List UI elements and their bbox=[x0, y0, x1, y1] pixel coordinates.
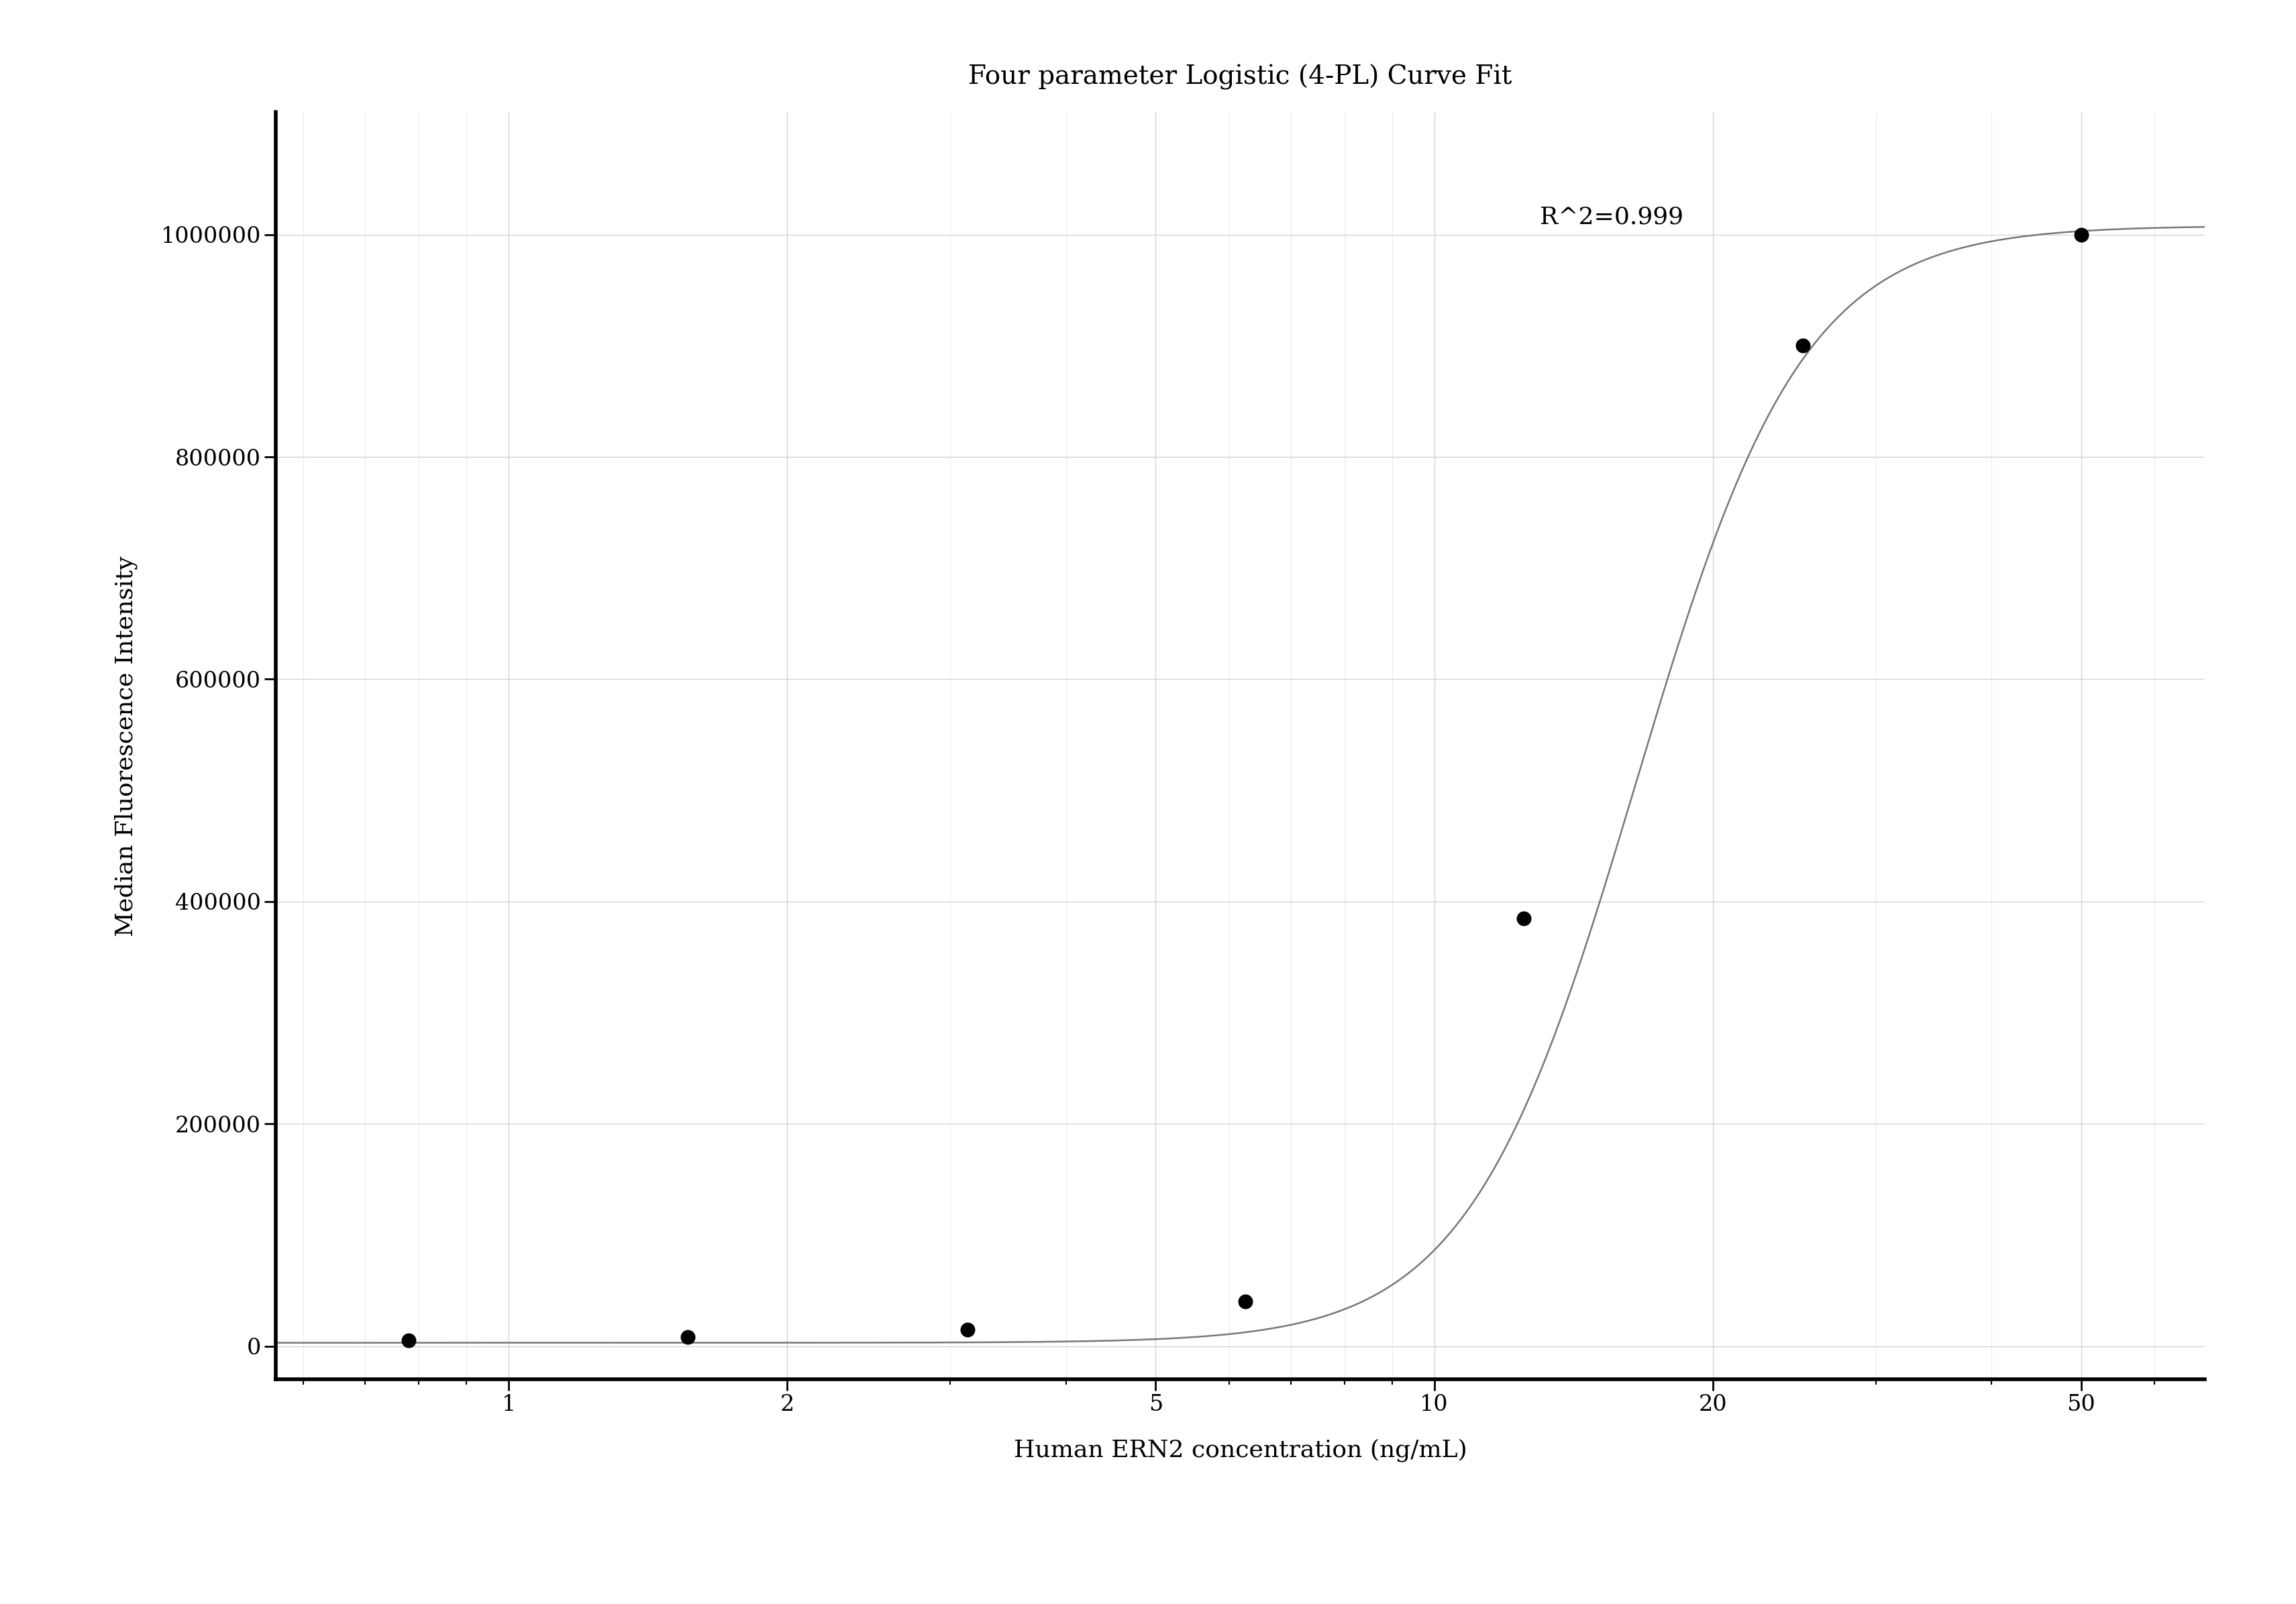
Point bbox=[668, 1325, 705, 1351]
Point bbox=[948, 1317, 985, 1343]
Point bbox=[2062, 221, 2099, 247]
Y-axis label: Median Fluorescence Intensity: Median Fluorescence Intensity bbox=[115, 555, 138, 937]
Title: Four parameter Logistic (4-PL) Curve Fit: Four parameter Logistic (4-PL) Curve Fit bbox=[969, 64, 1511, 90]
Text: R^2=0.999: R^2=0.999 bbox=[1538, 205, 1683, 228]
Point bbox=[1784, 334, 1821, 359]
X-axis label: Human ERN2 concentration (ng/mL): Human ERN2 concentration (ng/mL) bbox=[1013, 1439, 1467, 1461]
Point bbox=[390, 1328, 427, 1354]
Point bbox=[1226, 1288, 1263, 1314]
Point bbox=[1506, 905, 1543, 930]
